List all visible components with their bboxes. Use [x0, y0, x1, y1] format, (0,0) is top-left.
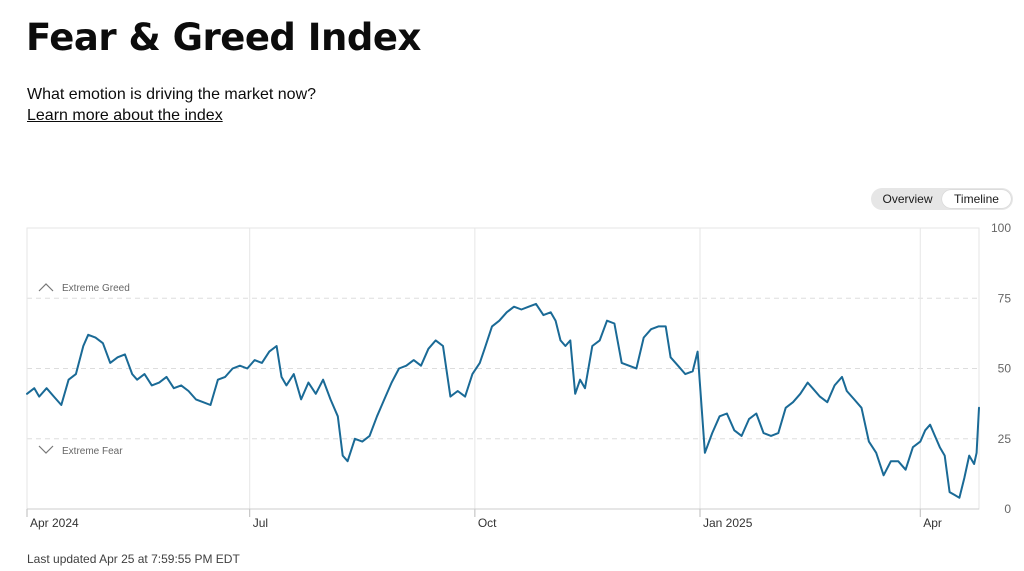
chevron-down-icon — [38, 445, 54, 454]
zone-label: Extreme Fear — [62, 446, 123, 457]
y-tick-label: 100 — [991, 221, 1011, 235]
x-tick-label: Apr — [923, 516, 942, 530]
chevron-up-icon — [38, 283, 54, 292]
series-line — [26, 302, 980, 499]
timeline-tab[interactable]: Timeline — [942, 190, 1011, 208]
y-tick-label: 25 — [998, 432, 1012, 446]
plot-frame — [26, 227, 980, 510]
learn-more-link[interactable]: Learn more about the index — [27, 107, 223, 124]
page-subtitle: What emotion is driving the market now? — [27, 86, 317, 103]
x-tick-label: Jan 2025 — [703, 516, 753, 530]
page-title: Fear & Greed Index — [26, 16, 421, 59]
zone-label: Extreme Greed — [62, 283, 130, 294]
overview-tab[interactable]: Overview — [882, 192, 933, 206]
x-tick-label: Jul — [253, 516, 268, 530]
y-tick-label: 50 — [998, 362, 1012, 376]
view-toggle: Overview Timeline — [871, 188, 1013, 210]
x-tick-label: Oct — [478, 516, 497, 530]
x-tick-label: Apr 2024 — [30, 516, 79, 530]
y-tick-label: 75 — [998, 291, 1012, 305]
last-updated: Last updated Apr 25 at 7:59:55 PM EDT — [27, 552, 240, 566]
y-tick-label: 0 — [1004, 502, 1011, 516]
